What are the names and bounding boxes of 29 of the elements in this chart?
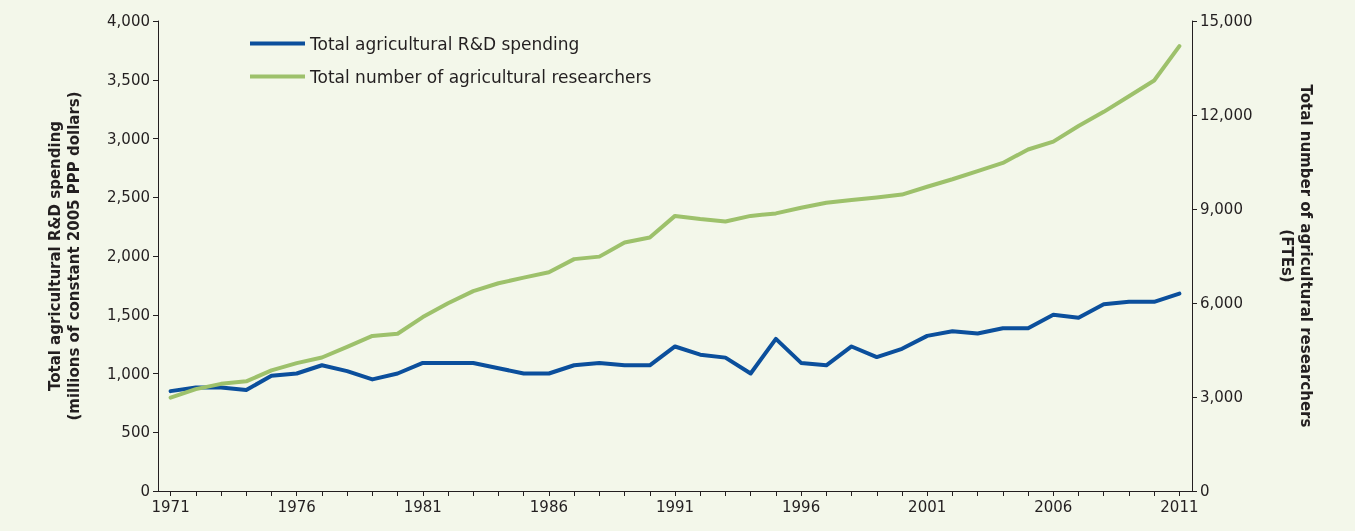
line-series <box>168 291 1182 394</box>
y2-tick-label: 0 <box>1200 482 1210 500</box>
x-tick-label: 1981 <box>403 497 442 516</box>
y-tick-label: 2,500 <box>107 188 150 207</box>
y-axis-title: Total agricultural R&D spending (millions of constant 2005 PPP dollars) <box>45 91 83 421</box>
x-tick-label: 1976 <box>277 497 316 516</box>
x-tick-label: 2011 <box>1160 497 1199 516</box>
legend-label: Total number of agricultural researchers <box>309 66 652 87</box>
x-tick-label: 1986 <box>529 497 568 516</box>
y2-tick-label: 9,000 <box>1200 200 1243 218</box>
y-tick-label: 4,000 <box>107 12 150 30</box>
x-tick-label: 1971 <box>151 497 190 516</box>
y2-tick-label: 12,000 <box>1200 106 1253 124</box>
y-tick-label: 500 <box>121 423 150 442</box>
y2-tick-label: 6,000 <box>1200 294 1243 312</box>
y-tick-label: 0 <box>140 482 150 500</box>
y2-tick-label: 3,000 <box>1200 388 1243 406</box>
y-tick-label: 2,000 <box>107 247 150 265</box>
y-tick-label: 1,500 <box>107 305 150 324</box>
y2-tick-label: 15,000 <box>1200 12 1253 30</box>
y-tick-label: 3,500 <box>107 70 150 89</box>
x-tick-label: 2001 <box>908 497 947 516</box>
x-tick-label: 1991 <box>655 497 695 516</box>
legend-label: Total agricultural R&D spending <box>309 33 580 54</box>
y2-axis-title: Total number of agricultural researchers (FTEs) <box>1277 84 1315 428</box>
y-tick-label: 1,000 <box>107 364 150 383</box>
y-tick-label: 3,000 <box>107 129 150 148</box>
x-tick-label: 2006 <box>1034 497 1073 516</box>
x-tick-label: 1996 <box>782 497 821 516</box>
